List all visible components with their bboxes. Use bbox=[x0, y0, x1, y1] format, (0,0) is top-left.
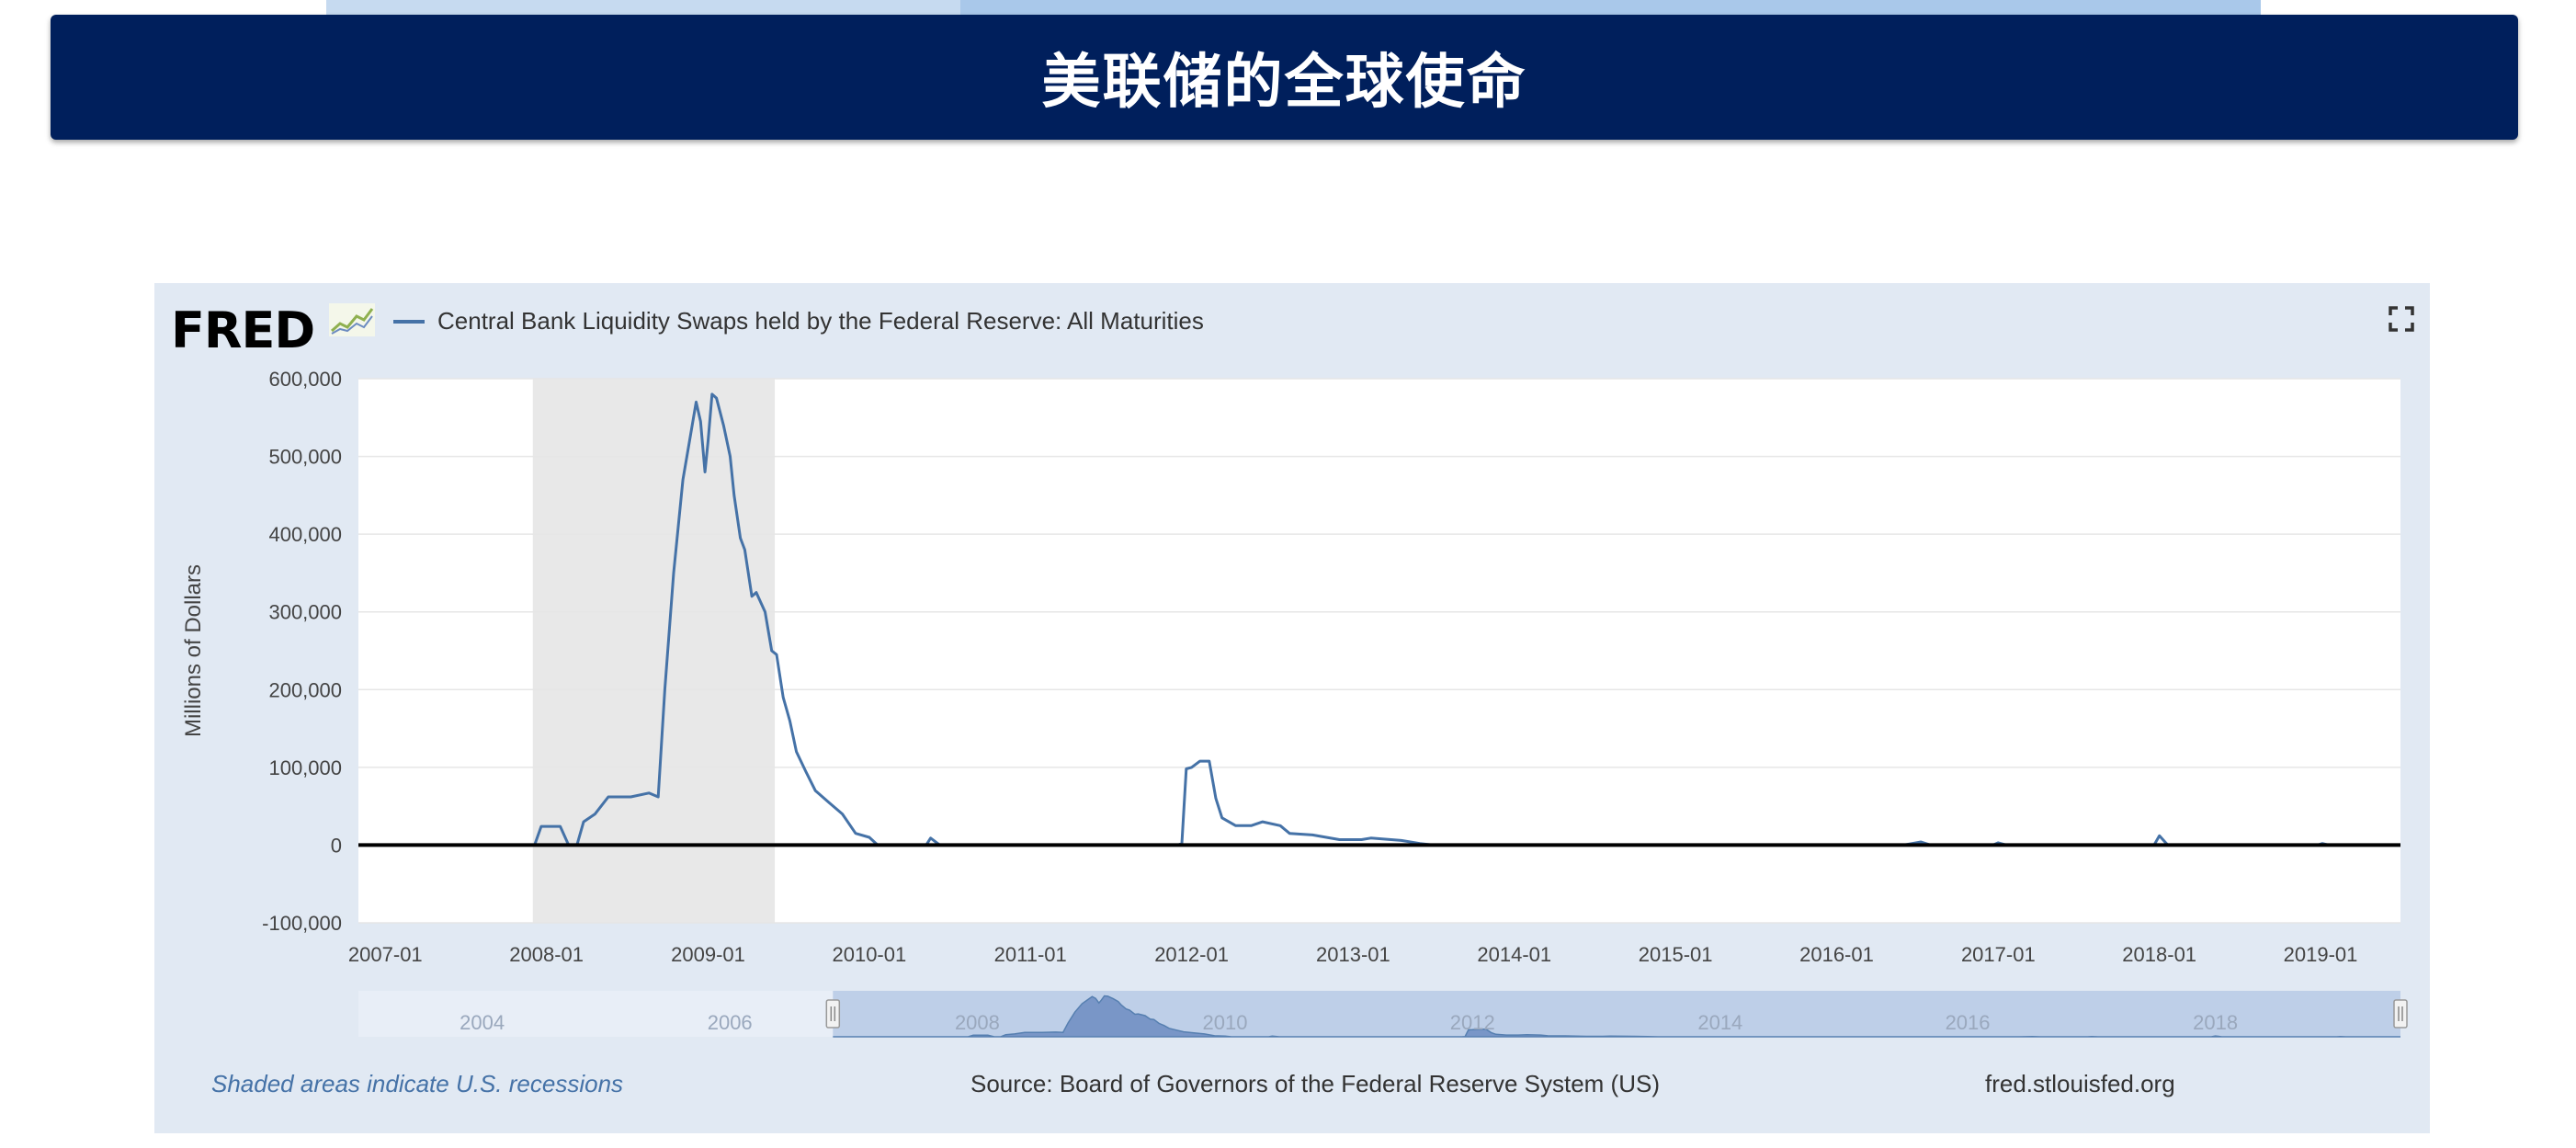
y-tick-label: -100,000 bbox=[262, 912, 342, 935]
fred-chart-panel: FRED Central Bank Liquidity Swaps held b… bbox=[154, 283, 2430, 1133]
navigator-year-label: 2008 bbox=[955, 1011, 1000, 1034]
legend-swatch bbox=[393, 319, 425, 324]
x-tick-label: 2013-01 bbox=[1316, 943, 1390, 966]
top-decoration-bar bbox=[326, 0, 2261, 15]
y-tick-label: 200,000 bbox=[268, 678, 342, 701]
x-tick-label: 2019-01 bbox=[2284, 943, 2358, 966]
y-tick-label: 100,000 bbox=[268, 756, 342, 779]
y-axis-title: Millions of Dollars bbox=[181, 564, 206, 737]
navigator-year-label: 2006 bbox=[708, 1011, 753, 1034]
navigator-right-handle[interactable] bbox=[2393, 999, 2408, 1029]
y-tick-label: 600,000 bbox=[268, 368, 342, 391]
navigator-year-label: 2004 bbox=[460, 1011, 505, 1034]
y-tick-label: 500,000 bbox=[268, 446, 342, 469]
fred-logo-graph-icon bbox=[329, 303, 375, 336]
fred-logo: FRED bbox=[171, 301, 315, 359]
x-tick-label: 2010-01 bbox=[832, 943, 906, 966]
x-tick-label: 2016-01 bbox=[1799, 943, 1874, 966]
x-tick-label: 2017-01 bbox=[1961, 943, 2036, 966]
recession-shade-0 bbox=[532, 379, 776, 923]
x-tick-label: 2014-01 bbox=[1477, 943, 1551, 966]
chart-legend[interactable]: Central Bank Liquidity Swaps held by the… bbox=[393, 307, 1204, 335]
y-tick-label: 0 bbox=[331, 834, 342, 857]
navigator-year-label: 2010 bbox=[1203, 1011, 1248, 1034]
fullscreen-icon[interactable] bbox=[2388, 305, 2415, 333]
fred-url[interactable]: fred.stlouisfed.org bbox=[1985, 1070, 2175, 1097]
top-decoration-inner bbox=[960, 0, 2261, 15]
navigator-year-label: 2018 bbox=[2193, 1011, 2238, 1034]
navigator-series-area bbox=[833, 995, 2400, 1038]
x-tick-label: 2018-01 bbox=[2122, 943, 2196, 966]
x-tick-label: 2007-01 bbox=[348, 943, 423, 966]
x-tick-label: 2011-01 bbox=[994, 943, 1067, 966]
handle-grip bbox=[2393, 999, 2408, 1029]
legend-label: Central Bank Liquidity Swaps held by the… bbox=[437, 307, 1204, 335]
y-tick-label: 300,000 bbox=[268, 601, 342, 624]
x-tick-label: 2012-01 bbox=[1154, 943, 1229, 966]
slide-title-banner: 美联储的全球使命 bbox=[51, 15, 2518, 140]
x-tick-label: 2009-01 bbox=[671, 943, 745, 966]
x-tick-label: 2008-01 bbox=[509, 943, 584, 966]
y-tick-label: 400,000 bbox=[268, 523, 342, 546]
navigator-left-handle[interactable] bbox=[825, 999, 841, 1029]
recession-note: Shaded areas indicate U.S. recessions bbox=[211, 1070, 624, 1097]
chart-svg: 600,000 500,000 400,000 300,000 200,000 100,0… bbox=[181, 368, 2408, 1038]
slide-title: 美联储的全球使命 bbox=[1041, 49, 1527, 117]
navigator-year-label: 2012 bbox=[1450, 1011, 1495, 1034]
source-note: Source: Board of Governors of the Federa… bbox=[970, 1070, 1660, 1097]
handle-grip bbox=[825, 999, 841, 1029]
x-tick-label: 2015-01 bbox=[1639, 943, 1713, 966]
navigator-year-label: 2016 bbox=[1946, 1011, 1991, 1034]
navigator-year-label: 2014 bbox=[1697, 1011, 1742, 1034]
